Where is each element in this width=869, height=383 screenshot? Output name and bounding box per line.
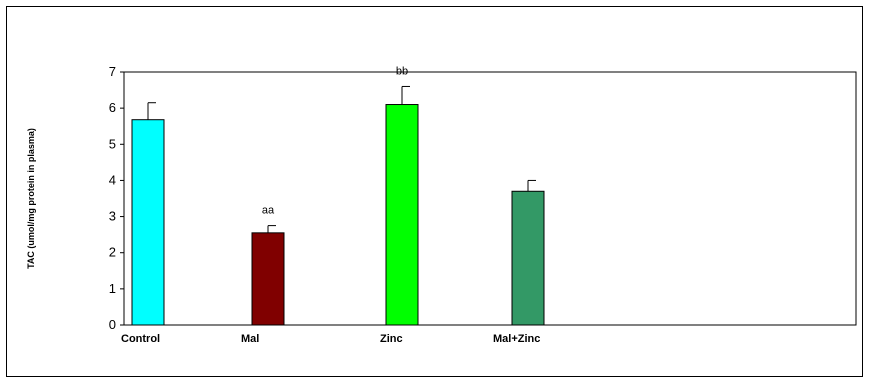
bar-control xyxy=(131,119,165,326)
y-tick-label: 6 xyxy=(109,100,116,115)
y-tick-label: 2 xyxy=(109,245,116,260)
y-tick-label: 0 xyxy=(109,317,116,332)
x-category-label: Control xyxy=(121,333,160,345)
bar-chart: 0 1 2 3 4 5 6 7 TAC (umol/mg protein in plasma) C… xyxy=(26,64,857,345)
y-axis-title: TAC (umol/mg protein in plasma) xyxy=(26,128,36,269)
chart-frame: 0 1 2 3 4 5 6 7 TAC (umol/mg protein in plasma) C… xyxy=(6,6,863,377)
y-tick-label: 4 xyxy=(109,172,116,187)
bar-mal-zinc xyxy=(511,190,545,326)
y-tick-label: 5 xyxy=(109,136,116,151)
significance-label: aa xyxy=(262,205,275,217)
bar-zinc xyxy=(385,104,419,326)
x-category-label: Mal xyxy=(241,333,259,345)
plot-area xyxy=(123,71,857,326)
y-tick-label: 7 xyxy=(109,64,116,79)
y-tick-label: 3 xyxy=(109,209,116,224)
bar-mal xyxy=(251,232,285,326)
significance-label: bb xyxy=(396,65,408,77)
x-category-label: Mal+Zinc xyxy=(493,333,540,345)
x-category-label: Zinc xyxy=(380,333,403,345)
y-tick-label: 1 xyxy=(109,281,116,296)
